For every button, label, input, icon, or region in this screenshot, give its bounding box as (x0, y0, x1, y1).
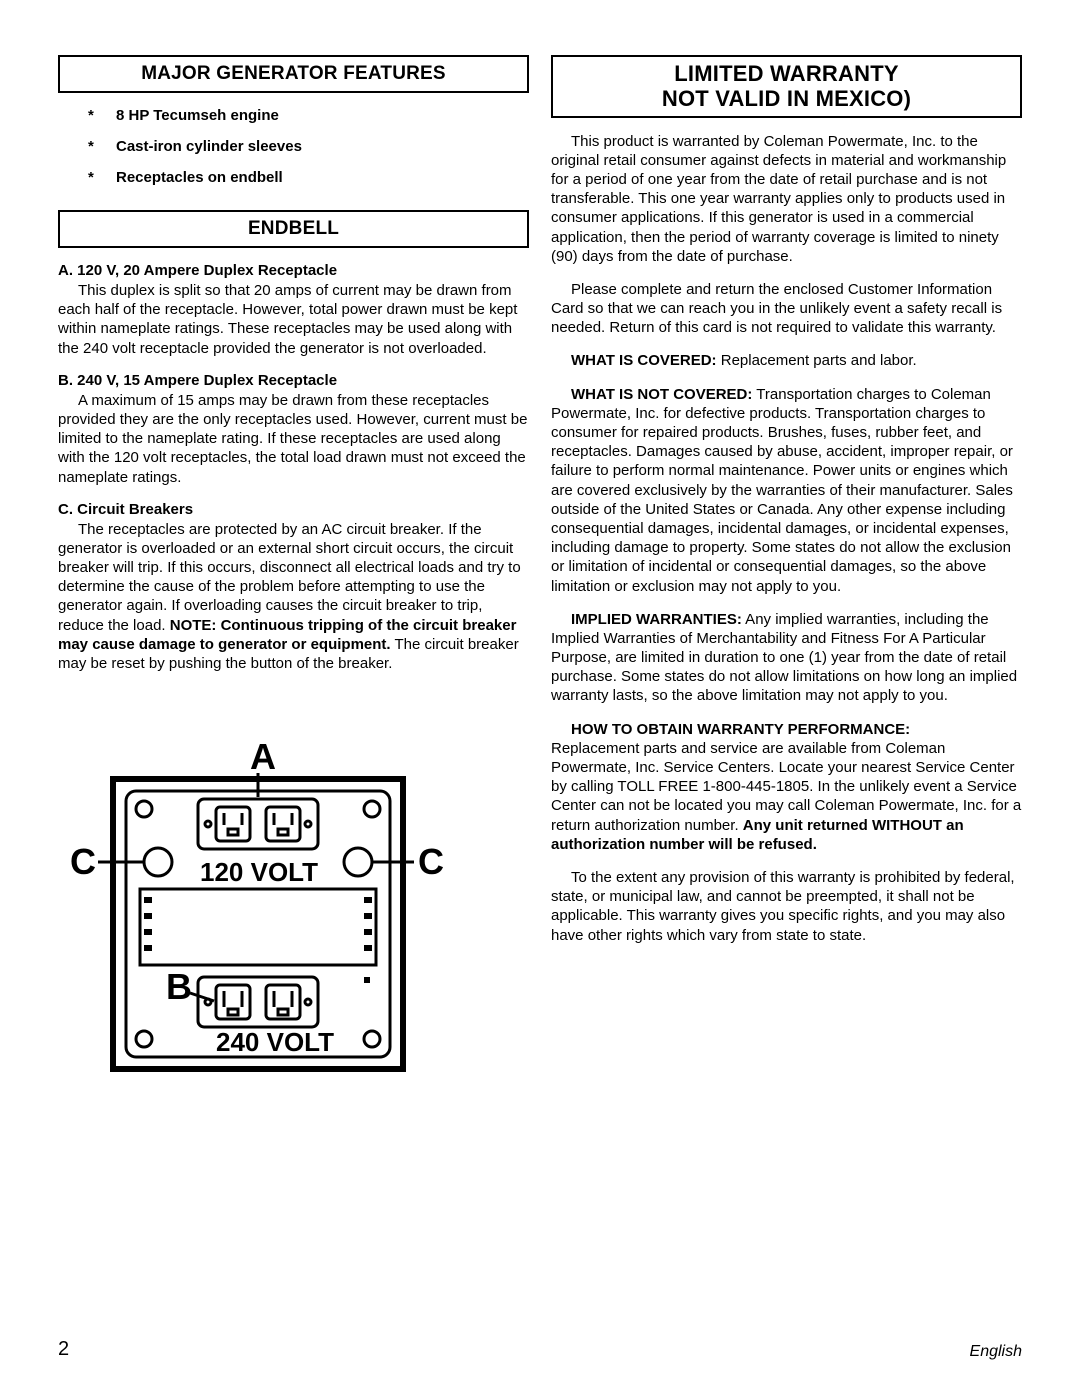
page-number: 2 (58, 1338, 69, 1361)
warranty-last: To the extent any provision of this warr… (551, 868, 1022, 945)
notcov-body: Transportation charges to Coleman Powerm… (551, 386, 1013, 595)
implied-warranties: IMPLIED WARRANTIES: Any implied warranti… (551, 610, 1022, 706)
endbell-title-box: ENDBELL (58, 210, 529, 248)
howto-label: HOW TO OBTAIN WARRANTY PERFORMANCE: (571, 721, 910, 738)
implied-label: IMPLIED WARRANTIES: (571, 611, 742, 628)
section-a-body: This duplex is split so that 20 amps of … (58, 281, 529, 358)
section-b-body: A maximum of 15 amps may be drawn from t… (58, 391, 529, 487)
diagram-label-a: A (250, 736, 276, 777)
section-b-head: B. 240 V, 15 Ampere Duplex Receptacle (58, 372, 529, 389)
what-is-not-covered: WHAT IS NOT COVERED: Transportation char… (551, 385, 1022, 596)
section-c-body: The receptacles are protected by an AC c… (58, 520, 529, 674)
endbell-diagram: A C C B 120 VOLT 240 VOLT (58, 729, 458, 1094)
warranty-p2: Please complete and return the enclosed … (551, 280, 1022, 338)
warranty-title-2: NOT VALID IN MEXICO) (561, 86, 1012, 111)
feature-text: 8 HP Tecumseh engine (116, 107, 279, 124)
notcov-label: WHAT IS NOT COVERED: (571, 386, 752, 403)
features-title-box: MAJOR GENERATOR FEATURES (58, 55, 529, 93)
covered-label: WHAT IS COVERED: (571, 352, 717, 369)
warranty-title-box: LIMITED WARRANTY NOT VALID IN MEXICO) (551, 55, 1022, 118)
feature-item: *Cast-iron cylinder sleeves (88, 138, 529, 155)
endbell-title: ENDBELL (70, 218, 517, 240)
diagram-240v-label: 240 VOLT (216, 1027, 334, 1057)
warranty-title-1: LIMITED WARRANTY (561, 61, 1012, 86)
diagram-120v-label: 120 VOLT (200, 857, 318, 887)
features-title: MAJOR GENERATOR FEATURES (70, 63, 517, 85)
how-to-obtain: HOW TO OBTAIN WARRANTY PERFORMANCE: Repl… (551, 720, 1022, 854)
diagram-label-b: B (166, 966, 192, 1007)
warranty-p1: This product is warranted by Coleman Pow… (551, 132, 1022, 266)
left-column: MAJOR GENERATOR FEATURES *8 HP Tecumseh … (58, 55, 529, 1094)
right-column: LIMITED WARRANTY NOT VALID IN MEXICO) Th… (551, 55, 1022, 1094)
language-label: English (970, 1343, 1022, 1361)
section-a-head: A. 120 V, 20 Ampere Duplex Receptacle (58, 262, 529, 279)
covered-body: Replacement parts and labor. (717, 352, 917, 369)
feature-item: *8 HP Tecumseh engine (88, 107, 529, 124)
feature-text: Receptacles on endbell (116, 169, 283, 186)
two-column-layout: MAJOR GENERATOR FEATURES *8 HP Tecumseh … (58, 55, 1022, 1094)
diagram-label-c-right: C (418, 841, 444, 882)
diagram-label-c-left: C (70, 841, 96, 882)
section-c-head: C. Circuit Breakers (58, 501, 529, 518)
what-is-covered: WHAT IS COVERED: Replacement parts and l… (551, 351, 1022, 370)
page: MAJOR GENERATOR FEATURES *8 HP Tecumseh … (0, 0, 1080, 1397)
feature-item: *Receptacles on endbell (88, 169, 529, 186)
features-list: *8 HP Tecumseh engine *Cast-iron cylinde… (88, 107, 529, 186)
feature-text: Cast-iron cylinder sleeves (116, 138, 302, 155)
